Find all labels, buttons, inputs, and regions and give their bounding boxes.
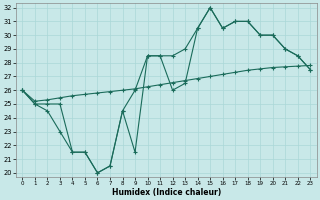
X-axis label: Humidex (Indice chaleur): Humidex (Indice chaleur)	[112, 188, 221, 197]
